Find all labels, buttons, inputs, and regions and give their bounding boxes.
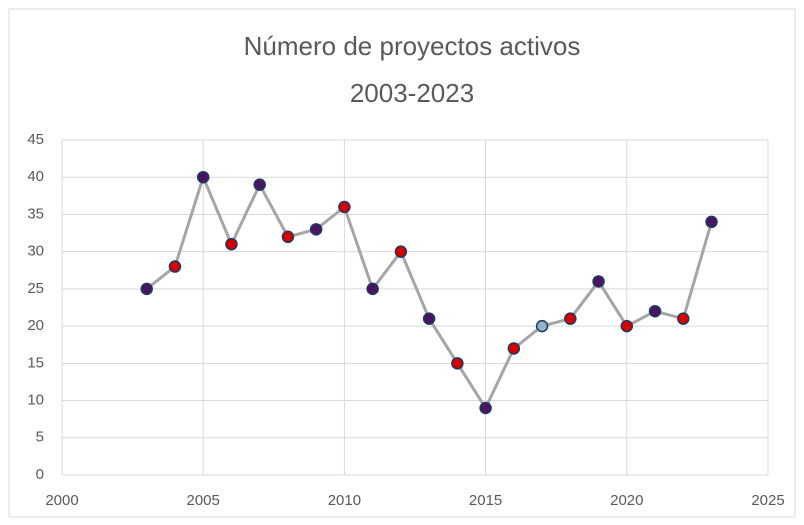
y-tick-label: 0 xyxy=(36,466,44,483)
x-tick-label: 2005 xyxy=(187,492,220,509)
point xyxy=(479,401,492,415)
y-tick-label: 40 xyxy=(27,168,44,185)
point xyxy=(422,312,436,325)
point xyxy=(366,282,379,296)
point xyxy=(620,319,634,333)
y-tick-label: 10 xyxy=(27,392,44,409)
point xyxy=(338,200,351,214)
point xyxy=(648,304,662,318)
y-tick-label: 15 xyxy=(27,354,44,371)
y-tick-label: 45 xyxy=(27,131,44,148)
point xyxy=(535,319,549,333)
y-tick-label: 5 xyxy=(36,429,44,446)
point xyxy=(253,178,266,191)
point xyxy=(225,237,238,251)
point xyxy=(309,223,323,236)
x-tick-label: 2020 xyxy=(610,492,643,509)
y-tick-label: 25 xyxy=(27,280,44,297)
point xyxy=(677,312,690,325)
x-tick-label: 2015 xyxy=(469,492,502,509)
x-tick-label: 2025 xyxy=(751,492,784,509)
x-tick-label: 2000 xyxy=(45,492,78,509)
point xyxy=(140,282,153,296)
y-tick-label: 35 xyxy=(27,205,44,222)
point xyxy=(281,230,295,244)
chart-border xyxy=(8,8,796,518)
x-tick-label: 2010 xyxy=(328,492,361,509)
y-tick-label: 20 xyxy=(27,317,44,334)
point xyxy=(507,342,521,355)
point xyxy=(705,215,718,229)
point xyxy=(592,275,605,288)
point xyxy=(564,312,577,325)
point xyxy=(168,260,182,273)
point xyxy=(196,170,210,184)
y-tick-label: 30 xyxy=(27,243,44,260)
chart-title: Número de proyectos activos xyxy=(244,31,581,61)
point xyxy=(451,357,464,370)
point xyxy=(394,245,408,258)
chart-subtitle: 2003-2023 xyxy=(350,78,474,108)
